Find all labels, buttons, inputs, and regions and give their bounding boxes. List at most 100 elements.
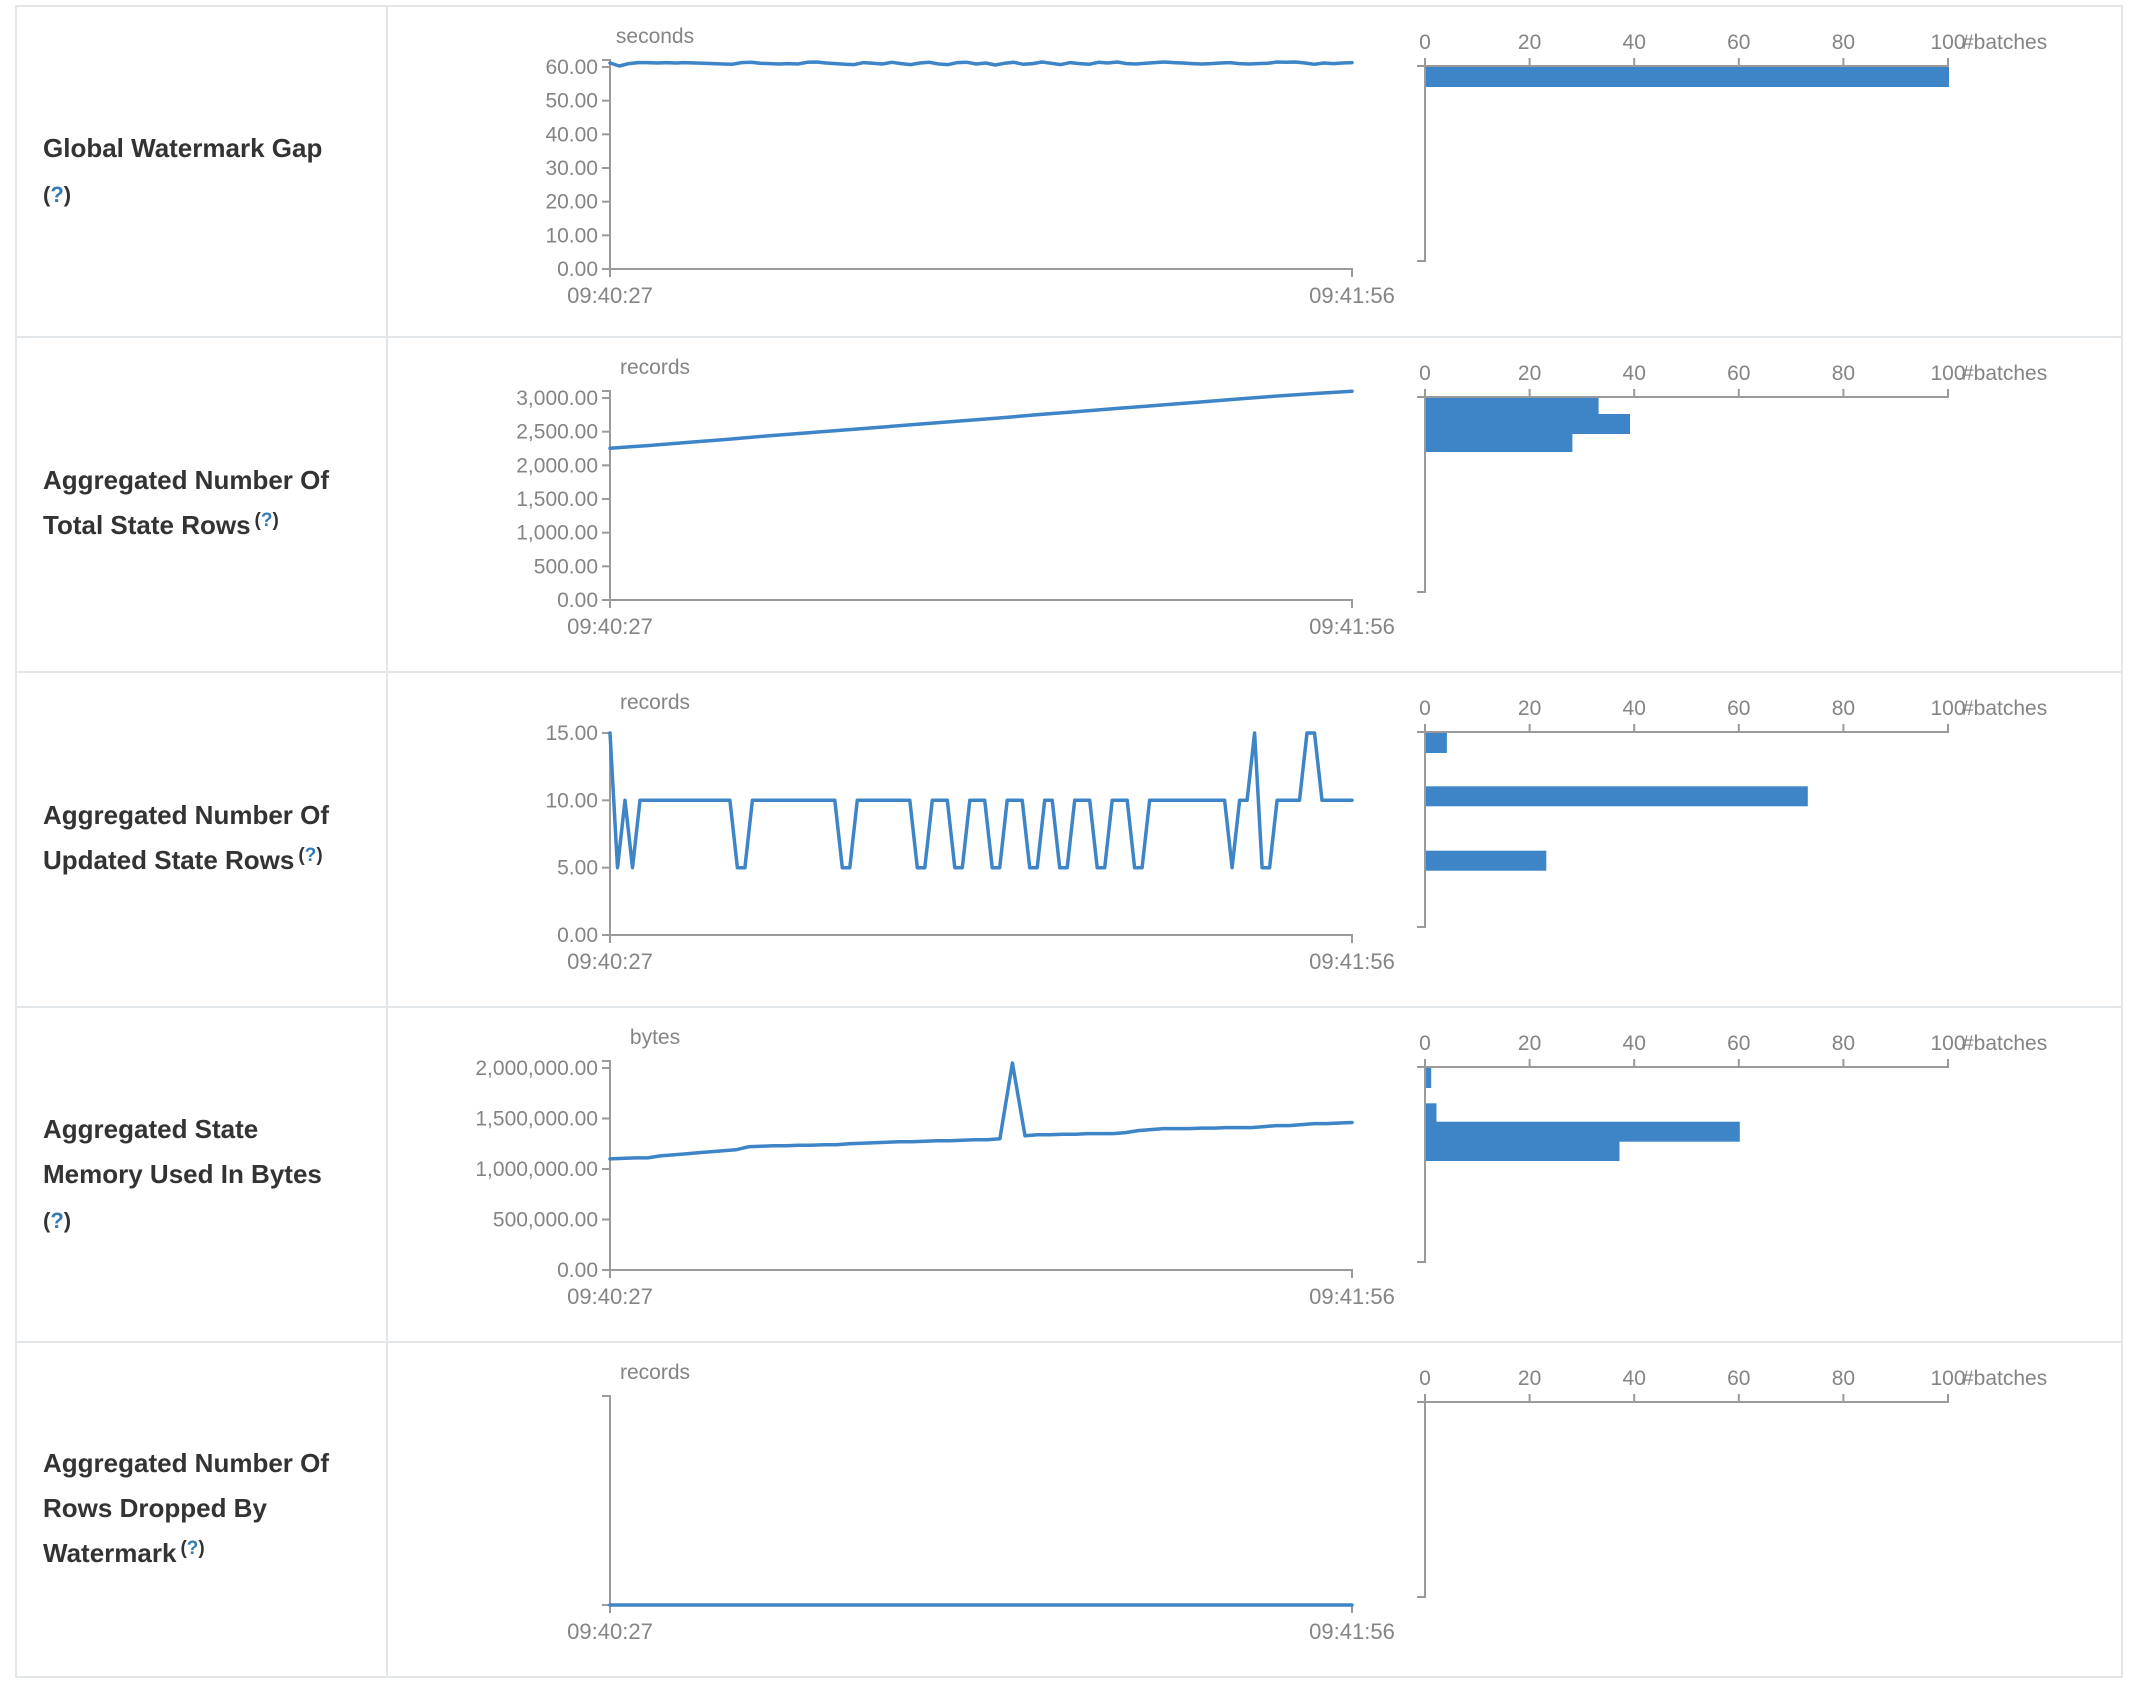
- y-axis-tick-label: 0.00: [557, 1259, 598, 1282]
- histogram-chart: 0 20 40 60 80 100#batches: [1417, 1367, 2047, 1598]
- metric-title-line: Rows Dropped By: [43, 1492, 267, 1523]
- y-axis-tick-label: 1,500,000.00: [475, 1108, 598, 1131]
- metric-title-line: Memory Used In Bytes: [43, 1158, 322, 1189]
- histogram-batches-axis-label: #batches: [1962, 1367, 2047, 1390]
- histogram-bar: [1426, 1121, 1740, 1142]
- help-link[interactable]: (?): [180, 1537, 205, 1559]
- histogram-axis-tick-label: 80: [1832, 31, 1855, 54]
- histogram-bar: [1426, 1068, 1432, 1088]
- histogram-axis-tick-label: 40: [1623, 31, 1646, 54]
- chart-cell: seconds 60.00 50.00 40.00 30.00 20.00 10.00 0.0…: [388, 7, 2121, 336]
- y-axis-tick-label: 1,000,000.00: [475, 1158, 598, 1181]
- chart-cell: bytes 2,000,000.00 1,500,000.00 1,000,000.0…: [388, 1008, 2121, 1341]
- y-axis-tick-label: 10.00: [545, 224, 598, 247]
- histogram-bar: [1426, 432, 1573, 452]
- y-axis-tick-label: 3,000.00: [516, 387, 598, 410]
- metric-title-line: Watermark: [43, 1537, 177, 1568]
- help-link[interactable]: (?): [43, 1207, 72, 1233]
- metric-label-cell: Aggregated State Memory Used In Bytes (?): [17, 1008, 388, 1341]
- timeline-chart: seconds 60.00 50.00 40.00 30.00 20.00 10.00 0.0…: [545, 25, 1394, 308]
- timeline-and-histogram-chart-total-state-rows: records 3,000.00 2,500.00 2,000.00 1,500.00 1…: [516, 356, 2047, 639]
- histogram-axis-tick-label: 100: [1930, 697, 1965, 720]
- histogram-chart: 0 20 40 60 80 100#batches: [1417, 1032, 2047, 1263]
- histogram-axis-tick-label: 60: [1727, 1032, 1750, 1055]
- x-axis-start-time-label: 09:40:27: [567, 283, 653, 308]
- histogram-axis-tick-label: 80: [1832, 362, 1855, 385]
- metric-title-line: Total State Rows: [43, 510, 251, 540]
- histogram-bar: [1426, 733, 1447, 753]
- y-axis-tick-label: 5.00: [557, 857, 598, 880]
- histogram-axis-tick-label: 100: [1930, 1367, 1965, 1390]
- metric-row-rows-dropped-by-watermark: Aggregated Number Of Rows Dropped By Water…: [17, 1343, 2121, 1676]
- histogram-axis-tick-label: 60: [1727, 362, 1750, 385]
- y-axis-tick-label: 30.00: [545, 157, 598, 180]
- help-link[interactable]: (?): [254, 510, 279, 531]
- metric-label: Aggregated Number Of Total State Rows (?): [43, 458, 329, 551]
- x-axis-end-time-label: 09:41:56: [1309, 1284, 1395, 1309]
- y-axis-tick-label: 1,000.00: [516, 522, 598, 545]
- histogram-axis-tick-label: 40: [1623, 1367, 1646, 1390]
- y-axis-tick-label: 0.00: [557, 924, 598, 947]
- help-link[interactable]: (?): [298, 845, 323, 866]
- x-axis-start-time-label: 09:40:27: [567, 1284, 653, 1309]
- timeline-unit-label: records: [620, 691, 690, 714]
- histogram-axis-tick-label: 20: [1518, 1367, 1541, 1390]
- chart-cell: records 15.00 10.00 5.00 0.00 09:40:27 09:41:5…: [388, 673, 2121, 1006]
- histogram-bar: [1426, 850, 1547, 871]
- histogram-axis-tick-label: 80: [1832, 1367, 1855, 1390]
- timeline-unit-label: bytes: [630, 1026, 680, 1049]
- metric-label-cell: Aggregated Number Of Updated State Rows (?…: [17, 673, 388, 1006]
- histogram-axis-tick-label: 80: [1832, 697, 1855, 720]
- histogram-bar: [1426, 67, 1949, 87]
- histogram-bar: [1426, 1103, 1437, 1124]
- timeline-series-line: [608, 60, 1354, 68]
- histogram-bar: [1426, 398, 1599, 418]
- timeline-and-histogram-chart-watermark-gap: seconds 60.00 50.00 40.00 30.00 20.00 10.00 0.0…: [545, 25, 2047, 308]
- histogram-bar: [1426, 1141, 1620, 1161]
- x-axis-start-time-label: 09:40:27: [567, 614, 653, 639]
- metric-row-global-watermark-gap: Global Watermark Gap (?) seconds 60.00 50.0…: [17, 7, 2121, 338]
- metric-row-state-memory-used: Aggregated State Memory Used In Bytes (?) …: [17, 1008, 2121, 1343]
- histogram-bar: [1426, 414, 1630, 434]
- histogram-axis-tick-label: 20: [1518, 1032, 1541, 1055]
- histogram-chart: 0 20 40 60 80 100#batches: [1417, 31, 2047, 262]
- histogram-axis-tick-label: 0: [1419, 1367, 1431, 1390]
- y-axis-tick-label: 0.00: [557, 589, 598, 612]
- metric-label: Aggregated Number Of Rows Dropped By Water…: [43, 1441, 329, 1579]
- x-axis-end-time-label: 09:41:56: [1309, 614, 1395, 639]
- metric-row-total-state-rows: Aggregated Number Of Total State Rows (?) …: [17, 338, 2121, 673]
- y-axis-tick-label: 50.00: [545, 90, 598, 113]
- y-axis-tick-label: 2,000,000.00: [475, 1057, 598, 1080]
- histogram-axis-tick-label: 20: [1518, 31, 1541, 54]
- x-axis-end-time-label: 09:41:56: [1309, 1619, 1395, 1644]
- chart-cell: records 3,000.00 2,500.00 2,000.00 1,500.00 1…: [388, 338, 2121, 671]
- histogram-axis-tick-label: 80: [1832, 1032, 1855, 1055]
- histogram-axis-tick-label: 0: [1419, 697, 1431, 720]
- metric-title-line: Aggregated Number Of: [43, 1447, 330, 1478]
- histogram-axis-tick-label: 20: [1518, 362, 1541, 385]
- metric-row-updated-state-rows: Aggregated Number Of Updated State Rows (?…: [17, 673, 2121, 1008]
- help-link[interactable]: (?): [43, 182, 72, 207]
- metric-title-line: Aggregated State: [43, 1113, 259, 1144]
- metric-title-line: Global Watermark Gap: [43, 133, 323, 163]
- timeline-unit-label: records: [620, 1361, 690, 1384]
- y-axis-tick-label: 1,500.00: [516, 488, 598, 511]
- histogram-chart: 0 20 40 60 80 100#batches: [1417, 697, 2047, 928]
- x-axis-start-time-label: 09:40:27: [567, 1619, 653, 1644]
- timeline-and-histogram-chart-rows-dropped: records 09:40:27 09:41:56 0 20 40 60 80 100#batc…: [567, 1361, 2047, 1644]
- histogram-axis-tick-label: 40: [1623, 362, 1646, 385]
- streaming-metrics-table: Global Watermark Gap (?) seconds 60.00 50.0…: [15, 5, 2123, 1678]
- histogram-batches-axis-label: #batches: [1962, 1032, 2047, 1055]
- histogram-axis-tick-label: 20: [1518, 697, 1541, 720]
- y-axis-tick-label: 500,000.00: [493, 1209, 598, 1232]
- histogram-axis-tick-label: 60: [1727, 1367, 1750, 1390]
- timeline-chart: records 3,000.00 2,500.00 2,000.00 1,500.00 1…: [516, 356, 1395, 639]
- x-axis-end-time-label: 09:41:56: [1309, 949, 1395, 974]
- histogram-axis-tick-label: 100: [1930, 31, 1965, 54]
- histogram-axis-tick-label: 0: [1419, 31, 1431, 54]
- timeline-series-line: [608, 731, 1354, 870]
- y-axis-tick-label: 60.00: [545, 56, 598, 79]
